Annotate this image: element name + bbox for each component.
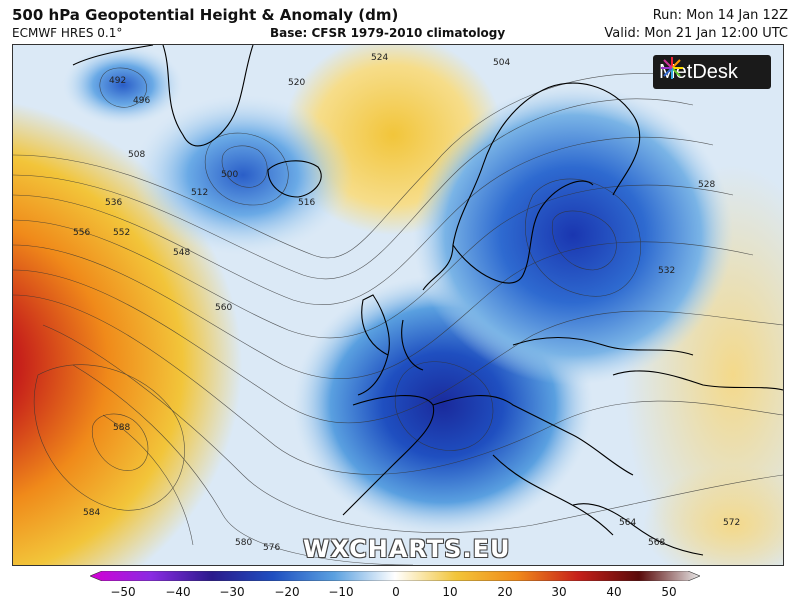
contour-label: 520 — [288, 78, 305, 88]
contour-label: 548 — [173, 248, 190, 258]
contour-label: 504 — [493, 58, 510, 68]
contour-label: 532 — [658, 266, 675, 276]
colorbar-tick: 20 — [497, 585, 513, 599]
colorbar-tick: −30 — [219, 585, 245, 599]
colorbar-tick: −50 — [110, 585, 136, 599]
contour-label: 516 — [298, 198, 315, 208]
contour-label: 560 — [215, 303, 232, 313]
contour-label: 500 — [221, 170, 238, 180]
colorbar-ticks: −50 −40 −30 −20 −10 0 10 20 30 40 50 — [0, 585, 800, 605]
colorbar-tick: 10 — [442, 585, 458, 599]
contour-labels: 492 496 500 504 508 512 516 520 524 528 … — [73, 53, 740, 553]
metdesk-logo: MetDesk — [653, 55, 771, 89]
colorbar-tick: −40 — [165, 585, 191, 599]
climatology-base: Base: CFSR 1979-2010 climatology — [270, 26, 506, 40]
model-name: ECMWF HRES 0.1° — [12, 26, 123, 40]
contour-label: 568 — [648, 538, 665, 548]
contour-label: 524 — [371, 53, 388, 63]
coastlines — [72, 45, 783, 556]
contour-label: 492 — [109, 76, 126, 86]
metdesk-logo-text: MetDesk — [659, 60, 738, 83]
run-time: Run: Mon 14 Jan 12Z — [652, 8, 788, 23]
colorbar-tick: 40 — [606, 585, 622, 599]
colorbar-tick: 30 — [551, 585, 567, 599]
colorbar-tick: −10 — [328, 585, 354, 599]
contour-label: 536 — [105, 198, 122, 208]
contour-label: 584 — [83, 508, 100, 518]
contour-label: 528 — [698, 180, 715, 190]
anomaly-map: 492 496 500 504 508 512 516 520 524 528 … — [13, 45, 783, 565]
contour-label: 556 — [73, 228, 90, 238]
anomaly-colorbar — [90, 571, 700, 581]
contour-label: 576 — [263, 543, 280, 553]
wxcharts-watermark: WXCHARTS.EU — [303, 535, 511, 563]
contour-label: 496 — [133, 96, 150, 106]
contour-label: 552 — [113, 228, 130, 238]
colorbar-tick: −20 — [274, 585, 300, 599]
contour-label: 508 — [128, 150, 145, 160]
valid-time: Valid: Mon 21 Jan 12:00 UTC — [604, 26, 788, 41]
chart-title: 500 hPa Geopotential Height & Anomaly (d… — [12, 6, 399, 24]
colorbar-tick: 0 — [392, 585, 400, 599]
contour-label: 580 — [235, 538, 252, 548]
metdesk-logo-icon — [661, 57, 683, 79]
contour-label: 564 — [619, 518, 636, 528]
contour-label: 512 — [191, 188, 208, 198]
contour-label: 588 — [113, 423, 130, 433]
map-panel: 492 496 500 504 508 512 516 520 524 528 … — [12, 44, 784, 566]
contour-label: 572 — [723, 518, 740, 528]
colorbar-tick: 50 — [661, 585, 677, 599]
